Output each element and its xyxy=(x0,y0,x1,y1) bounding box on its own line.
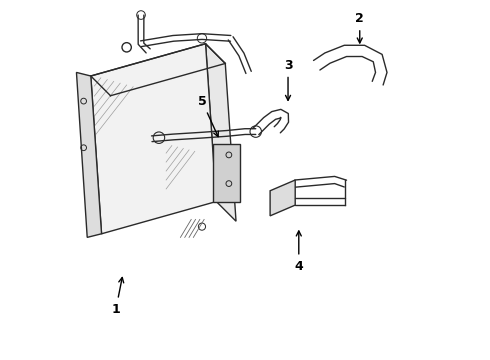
Polygon shape xyxy=(91,44,216,234)
Text: 1: 1 xyxy=(112,278,123,316)
Text: 3: 3 xyxy=(284,59,293,100)
Polygon shape xyxy=(213,144,240,202)
Text: 5: 5 xyxy=(197,95,219,136)
Text: 4: 4 xyxy=(294,231,303,273)
Polygon shape xyxy=(270,180,295,216)
Polygon shape xyxy=(205,44,236,221)
Text: 2: 2 xyxy=(355,12,364,43)
Polygon shape xyxy=(76,72,101,237)
